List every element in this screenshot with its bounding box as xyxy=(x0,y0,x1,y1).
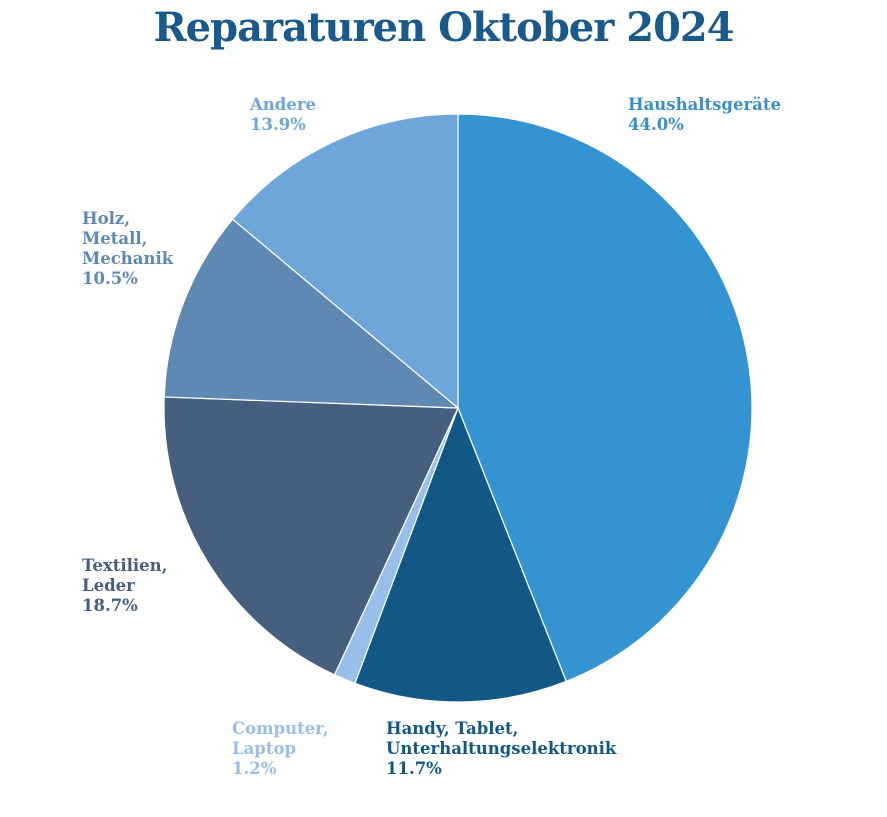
slice-category-label: Holz, xyxy=(82,209,130,228)
slice-category-label: Metall, xyxy=(82,229,147,248)
chart-title: Reparaturen Oktober 2024 xyxy=(153,4,734,51)
slice-value-label: 44.0% xyxy=(628,115,684,134)
slice-label: Handy, Tablet, Unterhaltungselektronik 11.… xyxy=(386,719,617,778)
pie-slice xyxy=(457,113,753,683)
slice-label: Holz, Metall, Mechanik 10.5% xyxy=(82,209,174,288)
slice-category-label: Leder xyxy=(82,576,135,595)
pie-slices xyxy=(163,113,753,703)
slice-value-label: 11.7% xyxy=(386,759,442,778)
pie-labels: Haushaltsgeräte 44.0% Handy, Tablet, Unterh… xyxy=(82,95,781,778)
slice-label: Textilien, Leder 18.7% xyxy=(82,556,167,615)
slice-value-label: 13.9% xyxy=(250,115,306,134)
slice-category-label: Textilien, xyxy=(82,556,167,575)
slice-category-label: Unterhaltungselektronik xyxy=(386,739,617,758)
slice-category-label: Laptop xyxy=(232,739,296,758)
slice-category-label: Haushaltsgeräte xyxy=(628,95,781,114)
slice-category-label: Handy, Tablet, xyxy=(386,719,518,738)
slice-label: Computer, Laptop 1.2% xyxy=(232,719,329,778)
slice-category-label: Computer, xyxy=(232,719,329,738)
pie-slice xyxy=(354,406,568,703)
pie-slice xyxy=(231,113,459,410)
slice-category-label: Andere xyxy=(249,95,316,114)
pie-slice xyxy=(163,396,459,676)
slice-label: Andere 13.9% xyxy=(249,95,316,134)
slice-value-label: 18.7% xyxy=(82,596,138,615)
slice-value-label: 1.2% xyxy=(232,759,277,778)
pie-slice xyxy=(163,218,460,409)
slice-category-label: Mechanik xyxy=(82,249,174,268)
slice-label: Haushaltsgeräte 44.0% xyxy=(628,95,781,134)
slice-value-label: 10.5% xyxy=(82,269,138,288)
